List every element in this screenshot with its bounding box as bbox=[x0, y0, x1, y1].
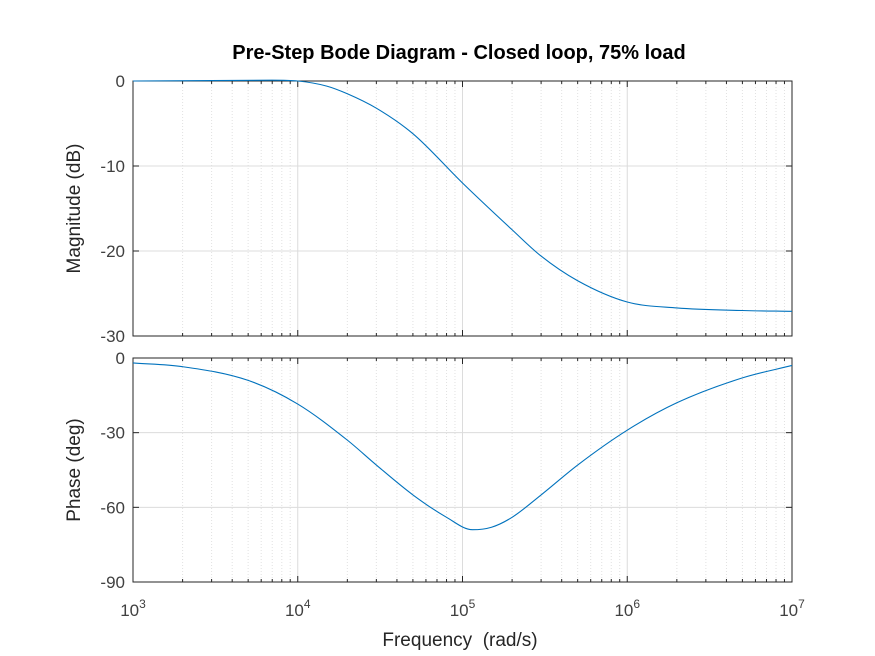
x-tick-label: 107 bbox=[779, 597, 805, 620]
y-tick-label: -90 bbox=[100, 573, 125, 592]
x-tick-label: 106 bbox=[614, 597, 640, 620]
magnitude-panel: 0 -10 -20 -30 Magnitude (dB) bbox=[64, 72, 793, 346]
y-axis-label: Magnitude (dB) bbox=[64, 144, 85, 274]
y-tick-label: 0 bbox=[116, 349, 125, 368]
y-axis-label: Phase (deg) bbox=[64, 418, 85, 522]
y-tick-label: 0 bbox=[116, 72, 125, 91]
x-axis-label: Frequency (rad/s) bbox=[382, 630, 537, 651]
phase-series-line bbox=[132, 362, 793, 531]
magnitude-series-line bbox=[132, 79, 793, 312]
y-tick-label: -20 bbox=[100, 242, 125, 261]
x-tick-label: 103 bbox=[120, 597, 146, 620]
phase-panel: 0 -30 -60 -90 Phase (deg) bbox=[64, 349, 793, 592]
y-tick-label: -60 bbox=[100, 498, 125, 517]
x-tick-label: 105 bbox=[450, 597, 476, 620]
x-tick-label: 104 bbox=[285, 597, 311, 620]
y-tick-label: -30 bbox=[100, 424, 125, 443]
y-tick-label: -10 bbox=[100, 157, 125, 176]
chart-title: Pre-Step Bode Diagram - Closed loop, 75%… bbox=[232, 42, 685, 64]
y-tick-label: -30 bbox=[100, 327, 125, 346]
